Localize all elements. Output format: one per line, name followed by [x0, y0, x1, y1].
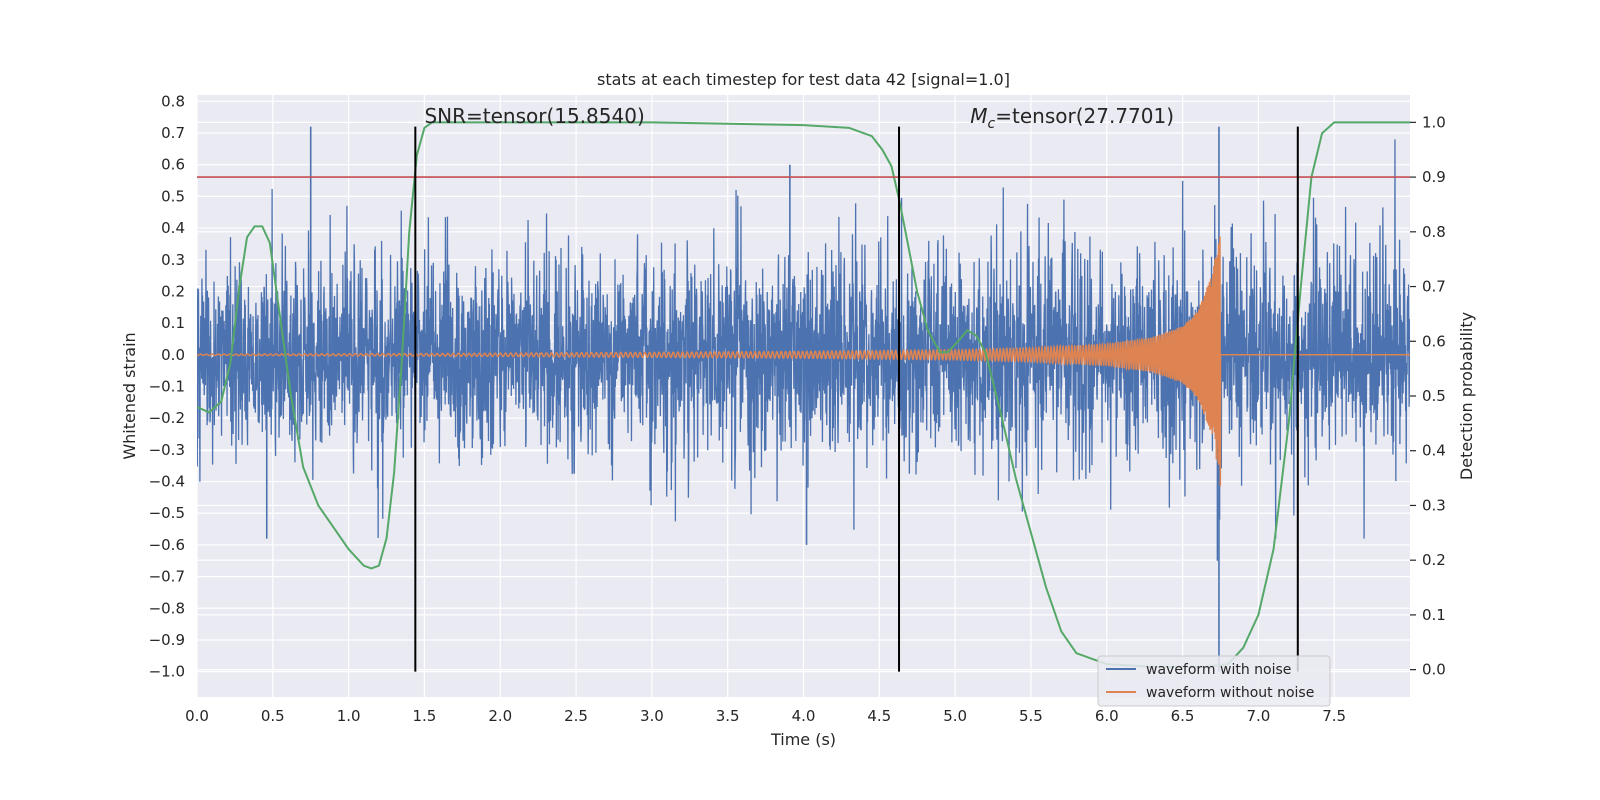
y-axis-label-left: Whitened strain: [120, 332, 139, 459]
y-right-tick-label: 1.0: [1422, 113, 1446, 131]
x-tick-label: 6.5: [1171, 707, 1195, 725]
y-left-tick-label: −0.4: [149, 473, 185, 491]
y-left-tick-label: 0.7: [161, 124, 185, 142]
y-right-tick-label: 0.8: [1422, 223, 1446, 241]
annotation-1: SNR=tensor(15.8540): [424, 104, 644, 128]
tick-labels: 0.0 0.5 1.0 1.5 2.0 2.5 3.0 3.5 4.0 4.5 5.0 5.5 6.0 6…: [149, 92, 1446, 725]
y-right-tick-label: 0.5: [1422, 387, 1446, 405]
x-tick-label: 2.0: [488, 707, 512, 725]
x-tick-label: 7.5: [1322, 707, 1346, 725]
y-left-tick-label: −0.5: [149, 504, 185, 522]
x-tick-label: 5.5: [1019, 707, 1043, 725]
x-tick-label: 1.5: [413, 707, 437, 725]
x-tick-label: 1.0: [337, 707, 361, 725]
y-right-tick-label: 0.0: [1422, 661, 1446, 679]
x-tick-label: 4.0: [792, 707, 816, 725]
x-tick-label: 0.5: [261, 707, 285, 725]
y-right-tick-label: 0.2: [1422, 551, 1446, 569]
y-left-tick-label: −0.6: [149, 536, 185, 554]
y-right-tick-label: 0.9: [1422, 168, 1446, 186]
legend: waveform with noise waveform without nois…: [1097, 655, 1331, 707]
y-left-tick-label: −0.9: [149, 631, 185, 649]
annotations: SNR=tensor(15.8540) Mc=tensor(27.7701): [424, 104, 1174, 132]
x-tick-label: 0.0: [185, 707, 209, 725]
y-right-tick-label: 0.1: [1422, 606, 1446, 624]
reference-lines: [197, 126, 1410, 672]
y-right-tick-label: 0.7: [1422, 278, 1446, 296]
annotation-symbol: M: [970, 104, 987, 128]
y-left-tick-label: 0.5: [161, 187, 185, 205]
y-right-tick-label: 0.4: [1422, 442, 1446, 460]
y-left-tick-label: 0.3: [161, 251, 185, 269]
y-left-tick-label: 0.6: [161, 156, 185, 174]
y-left-tick-label: −0.8: [149, 599, 185, 617]
x-tick-label: 4.5: [867, 707, 891, 725]
y-left-tick-label: 0.4: [161, 219, 185, 237]
legend-label: waveform without noise: [1146, 685, 1314, 701]
y-left-tick-label: −0.7: [149, 568, 185, 586]
annotation-2: Mc=tensor(27.7701): [970, 104, 1174, 132]
annotation-subscript: c: [988, 116, 996, 132]
series-waveform-without-noise: [197, 236, 1410, 487]
y-left-tick-label: 0.0: [161, 346, 185, 364]
y-right-tick-label: 0.6: [1422, 332, 1446, 350]
chart-title: stats at each timestep for test data 42 …: [597, 70, 1010, 89]
y-left-tick-label: −0.1: [149, 377, 185, 395]
y-right-tick-label: 0.3: [1422, 496, 1446, 514]
annotation-value: =tensor(27.7701): [995, 104, 1174, 128]
x-tick-label: 3.0: [640, 707, 664, 725]
x-tick-label: 3.5: [716, 707, 740, 725]
x-axis-label: Time (s): [770, 730, 836, 749]
y-left-tick-label: 0.2: [161, 282, 185, 300]
x-tick-label: 7.0: [1246, 707, 1270, 725]
legend-box: [1097, 655, 1331, 707]
x-tick-label: 2.5: [564, 707, 588, 725]
legend-label: waveform with noise: [1146, 662, 1291, 678]
x-tick-label: 6.0: [1095, 707, 1119, 725]
y-left-tick-label: 0.1: [161, 314, 185, 332]
y-left-tick-label: 0.8: [161, 92, 185, 110]
y-left-tick-label: −0.2: [149, 409, 185, 427]
x-tick-label: 5.0: [943, 707, 967, 725]
y-left-tick-label: −1.0: [149, 663, 185, 681]
y-axis-label-right: Detection probability: [1457, 312, 1476, 480]
y-left-tick-label: −0.3: [149, 441, 185, 459]
